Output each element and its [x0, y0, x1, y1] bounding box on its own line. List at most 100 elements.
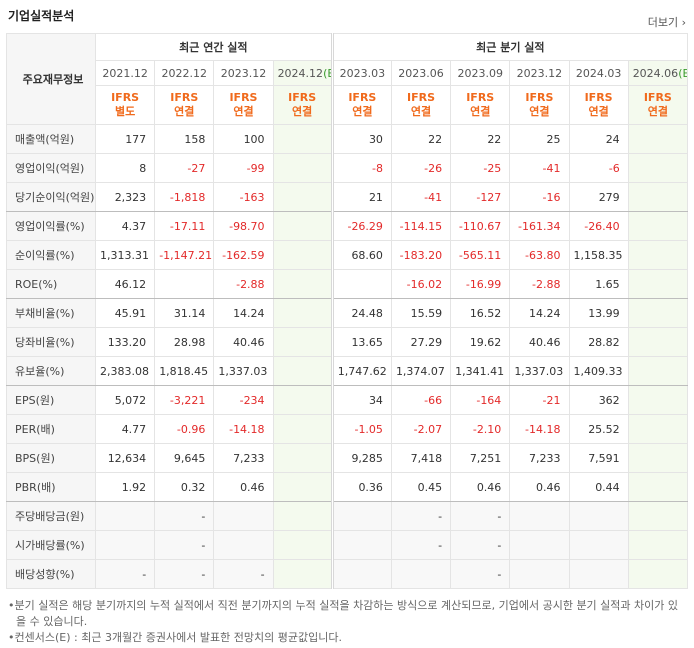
financial-table: 주요재무정보 최근 연간 실적 최근 분기 실적 2021.12 2022.12 2023… [6, 33, 689, 589]
period-date: 2021.12 [102, 66, 148, 80]
value-cell: 13.99 [568, 298, 629, 328]
value-cell: 22 [450, 124, 511, 154]
value-cell: 7,233 [213, 443, 274, 473]
data-row: 주당배당금(원) - - - [6, 501, 689, 531]
data-row: 유보율(%) 2,383.08 1,818.45 1,337.03 1,747.62 1,… [6, 356, 689, 386]
value-cell: -21 [509, 385, 570, 415]
value-cell: 100 [213, 124, 274, 154]
value-cell: -98.70 [213, 211, 274, 241]
value-cell [330, 530, 392, 560]
value-cell [94, 530, 156, 560]
standard-text: 연결 [529, 105, 550, 118]
period-header: 2023.12 [213, 60, 274, 86]
value-cell: 25.52 [568, 414, 629, 444]
row-label: BPS(원) [6, 443, 96, 473]
value-cell: 0.46 [213, 472, 274, 502]
estimate-mark: (E) [678, 66, 686, 80]
standard-header: IFRS 연결 [390, 85, 452, 125]
value-cell [272, 472, 333, 502]
value-cell: -2.88 [213, 269, 274, 299]
estimate-mark: (E) [323, 66, 331, 80]
value-cell [568, 501, 629, 531]
value-cell: 9,285 [330, 443, 392, 473]
value-cell [272, 240, 333, 270]
standard-text: IFRS [643, 91, 672, 104]
value-cell: 5,072 [94, 385, 156, 415]
row-label: 영업이익률(%) [6, 211, 96, 241]
value-cell [390, 559, 452, 589]
standard-text: 별도 [114, 105, 136, 118]
value-cell: -1,818 [154, 182, 215, 212]
row-label: EPS(원) [6, 385, 96, 415]
value-cell: -14.18 [509, 414, 570, 444]
value-cell: -6 [568, 153, 629, 183]
value-cell: -26.29 [330, 211, 392, 241]
value-cell: -114.15 [390, 211, 452, 241]
row-label: 배당성향(%) [6, 559, 96, 589]
value-cell [627, 269, 689, 299]
value-cell: 0.44 [568, 472, 629, 502]
value-cell [94, 501, 156, 531]
value-cell [330, 559, 392, 589]
value-cell: - [450, 559, 511, 589]
value-cell [272, 530, 333, 560]
value-cell: 1,341.41 [450, 356, 511, 386]
period-date: 2023.03 [339, 66, 386, 80]
value-cell: -162.59 [213, 240, 274, 270]
value-cell: 0.36 [330, 472, 392, 502]
period-header: 2023.03 [330, 60, 392, 86]
value-cell: 7,251 [450, 443, 511, 473]
value-cell: -8 [330, 153, 392, 183]
row-label: 순이익률(%) [6, 240, 96, 270]
section-title: 기업실적분석 [8, 9, 75, 23]
value-cell: - [154, 559, 215, 589]
value-cell: -565.11 [450, 240, 511, 270]
value-cell: 28.82 [568, 327, 629, 357]
value-cell [627, 559, 689, 589]
value-cell: - [154, 530, 215, 560]
value-cell: 1.92 [94, 472, 156, 502]
value-cell: 4.37 [94, 211, 156, 241]
value-cell: 133.20 [94, 327, 156, 357]
period-date: 2024.03 [575, 66, 622, 80]
data-row: ROE(%) 46.12 -2.88 -16.02 -16.99 -2.88 1.65 [6, 269, 689, 299]
value-cell: 24 [568, 124, 629, 154]
value-cell: -110.67 [450, 211, 511, 241]
row-header: 주요재무정보 [6, 33, 96, 125]
data-row: 당좌비율(%) 133.20 28.98 40.46 13.65 27.29 19.62 40… [6, 327, 689, 357]
value-cell: 279 [568, 182, 629, 212]
standard-text: 연결 [174, 105, 195, 118]
value-cell: 40.46 [509, 327, 570, 357]
standard-text: 연결 [588, 105, 609, 118]
value-cell: 8 [94, 153, 156, 183]
value-cell [330, 501, 392, 531]
value-cell [272, 356, 333, 386]
value-cell: 0.46 [509, 472, 570, 502]
value-cell: 45.91 [94, 298, 156, 328]
value-cell [568, 559, 629, 589]
value-cell: -234 [213, 385, 274, 415]
period-header: 2023.09 [450, 60, 511, 86]
period-header: 2023.12 [509, 60, 570, 86]
data-row: 매출액(억원) 177 158 100 30 22 22 25 24 [6, 124, 689, 154]
value-cell: -0.96 [154, 414, 215, 444]
value-cell [627, 182, 689, 212]
more-link[interactable]: 더보기 [648, 14, 686, 30]
value-cell [627, 472, 689, 502]
standard-header: IFRS 연결 [509, 85, 570, 125]
period-date: 2023.12 [220, 66, 267, 80]
value-cell: 7,233 [509, 443, 570, 473]
data-row: 부채비율(%) 45.91 31.14 14.24 24.48 15.59 16.52 14.… [6, 298, 689, 328]
value-cell [154, 269, 215, 299]
value-cell: 21 [330, 182, 392, 212]
value-cell [627, 124, 689, 154]
value-cell [213, 501, 274, 531]
data-row: 순이익률(%) 1,313.31 -1,147.21 -162.59 68.60 -183… [6, 240, 689, 270]
value-cell: 68.60 [330, 240, 392, 270]
value-cell [627, 443, 689, 473]
value-cell [627, 240, 689, 270]
standard-text: IFRS [229, 91, 258, 104]
data-row: PBR(배) 1.92 0.32 0.46 0.36 0.45 0.46 0.46 0.44 [6, 472, 689, 502]
standard-header: IFRS 연결 [213, 85, 274, 125]
